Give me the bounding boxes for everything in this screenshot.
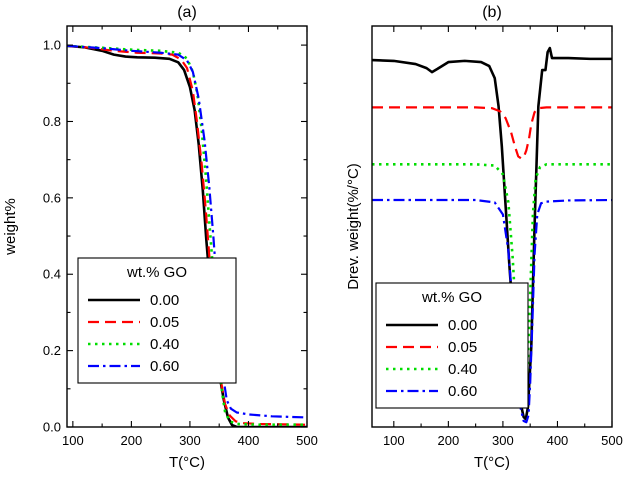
y-axis-label: Drev. weight(%/°C) [345, 163, 362, 290]
y-tick-label: 0.6 [43, 190, 61, 205]
legend-entry-label: 0.60 [150, 358, 179, 375]
x-axis-label: T(°C) [169, 454, 205, 471]
y-tick-label: 0.8 [43, 114, 61, 129]
series-group [67, 44, 307, 427]
y-tick-label: 1.0 [43, 38, 61, 53]
x-tick-label: 300 [179, 433, 201, 448]
legend-title: wt.% GO [421, 289, 482, 306]
x-tick-label: 200 [438, 433, 460, 448]
y-tick-label: 0.0 [43, 420, 61, 435]
x-tick-label: 500 [296, 433, 318, 448]
legend-entry-label: 0.05 [448, 339, 477, 356]
legend-entry-label: 0.40 [448, 361, 477, 378]
legend-entry-label: 0.40 [150, 336, 179, 353]
x-tick-label: 100 [383, 433, 405, 448]
x-tick-label: 400 [238, 433, 260, 448]
legend-entry-label: 0.00 [448, 317, 477, 334]
panel-b-derivative-chart: 100 200 300 400 500 (b) T(°C) Drev. weight(%/°C… [345, 4, 623, 471]
x-tick-label: 100 [62, 433, 84, 448]
x-tick-label: 300 [492, 433, 514, 448]
series-line-0-40 [67, 44, 307, 427]
x-axis-label: T(°C) [474, 454, 510, 471]
panel-title: (b) [482, 4, 502, 21]
y-tick-label: 0.4 [43, 267, 61, 282]
legend-box [77, 257, 237, 384]
x-tick-label: 400 [547, 433, 569, 448]
legend-box [375, 282, 529, 409]
y-tick-label: 0.2 [43, 343, 61, 358]
x-tick-label: 200 [121, 433, 143, 448]
legend-title: wt.% GO [126, 264, 187, 281]
plot-frame [371, 25, 613, 428]
series-line-0-60 [67, 44, 307, 419]
panel-a-weight-chart: 100 200 300 400 500 0.0 0.2 0.4 0.6 0.8 1.0 (a) T(°C… [2, 4, 318, 471]
x-tick-label: 500 [601, 433, 623, 448]
legend: wt.% GO 0.00 0.05 0.40 0.60 [77, 257, 237, 384]
plot-frame [66, 25, 308, 428]
y-axis-label: weight% [2, 198, 19, 256]
series-line-0-60 [372, 198, 612, 424]
legend-entry-label: 0.60 [448, 383, 477, 400]
legend: wt.% GO 0.00 0.05 0.40 0.60 [375, 282, 529, 409]
series-line-0-00 [67, 44, 307, 427]
legend-entry-label: 0.05 [150, 314, 179, 331]
panel-title: (a) [177, 4, 197, 21]
legend-entry-label: 0.00 [150, 292, 179, 309]
series-line-0-05 [372, 106, 612, 160]
